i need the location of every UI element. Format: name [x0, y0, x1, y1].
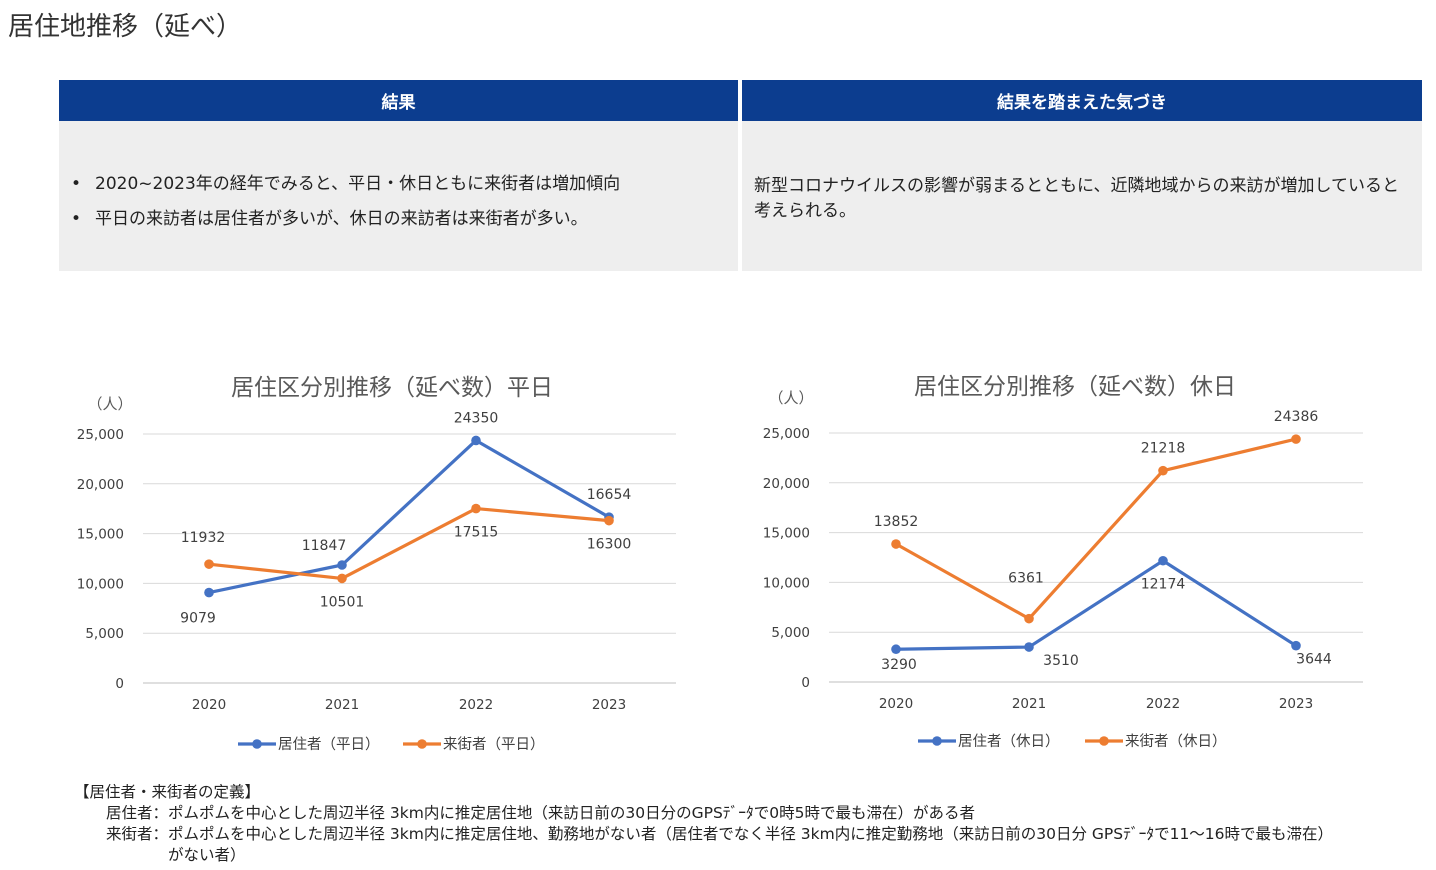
y-tick-label: 25,000 [763, 426, 810, 442]
y-axis-unit: （人） [87, 395, 132, 413]
data-label: 17515 [454, 525, 499, 541]
data-point [471, 435, 481, 446]
y-tick-label: 0 [115, 676, 124, 692]
x-tick-label: 2020 [879, 696, 913, 712]
data-label: 9079 [180, 611, 216, 627]
definitions: 【居住者・来街者の定義】 居住者： ポムポムを中心とした周辺半径 3km内に推定… [74, 782, 1348, 866]
legend-marker [252, 739, 262, 749]
data-point [891, 539, 901, 549]
series-line [895, 559, 1297, 651]
data-point [337, 573, 347, 584]
x-tick-label: 2023 [592, 697, 626, 713]
result-bullet: 2020~2023年の経年でみると、平日・休日ともに来街者は増加傾向 [71, 167, 620, 202]
data-label: 6361 [1008, 571, 1044, 587]
y-axis-unit: （人） [768, 389, 813, 407]
data-point [891, 644, 901, 655]
data-point [471, 503, 481, 514]
data-label: 3644 [1296, 652, 1332, 668]
definitions-heading: 【居住者・来街者の定義】 [74, 783, 261, 801]
chart-title: 居住区分別推移（延べ数）休日 [914, 374, 1236, 400]
insight-panel [742, 121, 1422, 271]
y-tick-label: 5,000 [85, 626, 124, 642]
data-point [1024, 642, 1034, 652]
data-label: 16654 [587, 487, 632, 503]
x-tick-label: 2020 [192, 697, 226, 713]
data-label: 11847 [302, 538, 347, 554]
insight-text: 新型コロナウイルスの影響が弱まるとともに、近隣地域からの来訪が増加していると考え… [754, 176, 1399, 221]
result-header: 結果 [59, 80, 738, 121]
series-line [208, 438, 610, 595]
insight-header: 結果を踏まえた気づき [742, 80, 1422, 121]
charts-canvas: 居住区分別推移（延べ数）平日 （人） 0 5,000 10,000 15,000 20,00… [77, 374, 1363, 753]
legend-marker [417, 739, 427, 749]
y-tick-label: 15,000 [763, 526, 810, 542]
legend-marker [1099, 736, 1109, 746]
page-title: 居住地推移（延べ） [8, 12, 243, 42]
x-tick-label: 2022 [1146, 696, 1180, 712]
data-label: 10501 [320, 594, 365, 610]
data-label: 24386 [1274, 409, 1319, 425]
y-tick-label: 25,000 [77, 427, 124, 443]
series-line [208, 506, 610, 581]
y-tick-label: 15,000 [77, 527, 124, 543]
data-point [204, 559, 214, 569]
data-label: 11932 [181, 530, 226, 546]
y-tick-label: 20,000 [763, 476, 810, 492]
data-point [204, 587, 214, 598]
y-tick-label: 20,000 [77, 477, 124, 493]
x-tick-label: 2021 [325, 697, 359, 713]
legend-label: 来街者（平日） [443, 736, 545, 753]
data-point [1291, 434, 1301, 444]
data-label: 24350 [454, 410, 499, 426]
data-label: 3510 [1043, 653, 1079, 669]
data-label: 12174 [1141, 577, 1186, 593]
data-point [1291, 640, 1301, 651]
data-label: 3290 [881, 657, 917, 673]
data-point [1024, 613, 1034, 624]
legend-label: 居住者（平日） [278, 736, 380, 753]
x-tick-label: 2021 [1012, 696, 1046, 712]
data-point [604, 515, 614, 526]
data-label: 16300 [587, 537, 632, 553]
result-bullets: 2020~2023年の経年でみると、平日・休日ともに来街者は増加傾向 平日の来訪… [60, 167, 620, 237]
data-point [1158, 465, 1168, 476]
legend-label: 居住者（休日） [958, 733, 1060, 750]
chart-title: 居住区分別推移（延べ数）平日 [231, 375, 553, 401]
x-tick-label: 2023 [1279, 696, 1313, 712]
result-bullet: 平日の来訪者は居住者が多いが、休日の来訪者は来街者が多い。 [71, 202, 620, 237]
visitor-label: 来街者： [105, 825, 168, 843]
visitor-definition: ポムポムを中心とした周辺半径 3km内に推定居住地、勤務地がない者（居住者でなく… [168, 825, 1334, 864]
data-point [1158, 555, 1168, 566]
y-tick-label: 10,000 [763, 575, 810, 591]
series-line [895, 437, 1297, 621]
y-tick-label: 10,000 [77, 576, 124, 592]
y-tick-label: 5,000 [771, 625, 810, 641]
x-tick-label: 2022 [459, 697, 493, 713]
data-point [337, 560, 347, 570]
data-label: 21218 [1141, 441, 1186, 457]
y-tick-label: 0 [801, 675, 810, 691]
legend-label: 来街者（休日） [1125, 733, 1227, 750]
legend-marker [932, 736, 942, 746]
resident-definition: ポムポムを中心とした周辺半径 3km内に推定居住地（来訪日前の30日分のGPSﾃ… [168, 804, 976, 822]
data-label: 13852 [874, 514, 919, 530]
resident-label: 居住者： [105, 804, 168, 822]
